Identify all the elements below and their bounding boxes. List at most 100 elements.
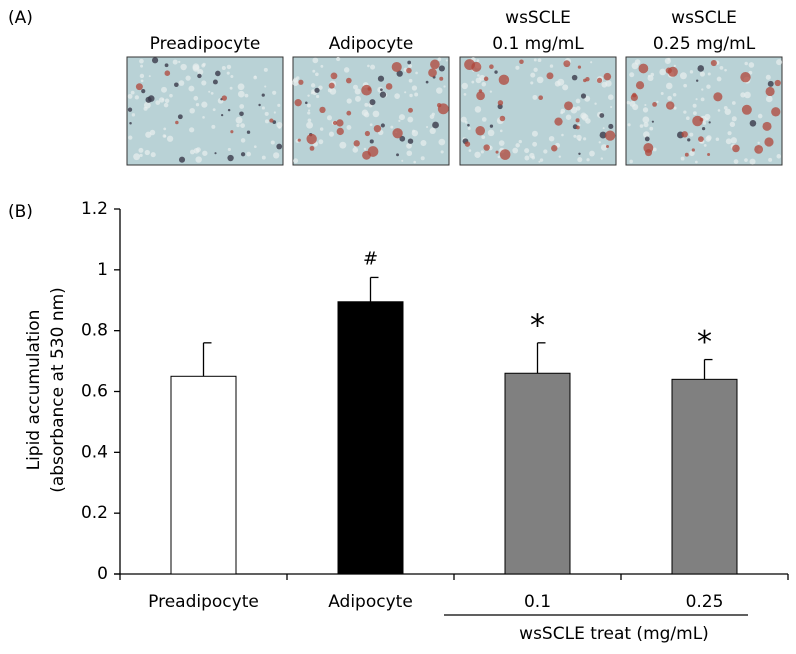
texture [246, 130, 251, 134]
texture [740, 92, 746, 98]
texture [127, 93, 133, 99]
texture [607, 94, 614, 100]
texture [315, 72, 319, 77]
texture [377, 75, 385, 82]
texture [437, 57, 442, 61]
texture [131, 113, 136, 117]
texture [512, 147, 519, 154]
y-tick-label: 1.2 [81, 199, 108, 219]
texture [432, 121, 439, 129]
texture [163, 127, 167, 131]
texture [237, 90, 245, 98]
texture [537, 58, 542, 63]
texture [140, 79, 144, 83]
texture [164, 98, 170, 104]
texture [563, 60, 571, 68]
texture [558, 155, 562, 158]
texture [240, 138, 246, 143]
texture [380, 123, 385, 128]
texture [776, 154, 782, 159]
texture [305, 101, 308, 105]
texture [336, 119, 344, 127]
texture [315, 94, 320, 99]
texture [261, 93, 265, 97]
texture [202, 150, 208, 156]
texture [253, 145, 257, 149]
texture [161, 86, 167, 93]
texture [476, 91, 485, 101]
texture [652, 147, 657, 152]
texture [494, 70, 498, 74]
texture [411, 129, 419, 137]
group-label: wsSCLE treat (mg/mL) [519, 624, 709, 644]
texture [707, 72, 711, 76]
texture [684, 152, 689, 157]
texture [175, 120, 179, 125]
texture [298, 79, 304, 85]
x-tick-label: Preadipocyte [148, 592, 259, 612]
texture [499, 129, 503, 133]
bar [337, 301, 404, 575]
texture [629, 72, 635, 78]
texture [332, 120, 338, 126]
texture [518, 139, 522, 144]
texture [211, 124, 216, 129]
texture [201, 80, 207, 86]
texture [443, 85, 446, 88]
texture [227, 108, 231, 112]
texture [683, 83, 688, 88]
texture [708, 121, 711, 124]
texture [398, 114, 406, 121]
texture [549, 64, 554, 68]
texture [583, 137, 587, 141]
texture [308, 109, 311, 112]
texture [354, 95, 361, 102]
texture [764, 137, 774, 147]
texture [306, 103, 311, 108]
texture [272, 90, 277, 95]
texture [724, 108, 731, 115]
texture [370, 64, 376, 70]
texture [642, 116, 650, 124]
texture [575, 106, 581, 111]
texture [363, 112, 370, 118]
panel-label: (A) [8, 8, 33, 28]
texture [189, 149, 195, 155]
texture [700, 97, 705, 102]
texture [236, 123, 240, 128]
texture [694, 160, 698, 164]
texture [150, 152, 156, 158]
texture [468, 149, 472, 152]
texture [273, 111, 276, 114]
texture [575, 118, 580, 123]
texture [652, 102, 657, 107]
texture [762, 121, 772, 131]
texture [749, 158, 756, 165]
texture [596, 77, 603, 83]
texture [390, 125, 394, 129]
texture [230, 130, 234, 134]
texture [723, 106, 728, 110]
texture [765, 86, 775, 97]
texture [692, 103, 697, 108]
texture [463, 92, 467, 96]
texture [188, 85, 195, 92]
texture [562, 84, 569, 91]
texture [498, 74, 510, 86]
texture [227, 154, 234, 162]
texture [197, 69, 204, 75]
texture [411, 85, 418, 91]
texture [438, 138, 446, 146]
texture [139, 153, 143, 157]
texture [461, 82, 468, 90]
texture [276, 121, 283, 129]
texture [328, 131, 335, 137]
texture [499, 115, 506, 122]
texture [749, 119, 757, 127]
texture [408, 107, 413, 113]
texture [757, 141, 760, 145]
texture [130, 90, 135, 95]
texture [164, 63, 169, 68]
texture [396, 153, 399, 157]
texture [177, 114, 183, 120]
